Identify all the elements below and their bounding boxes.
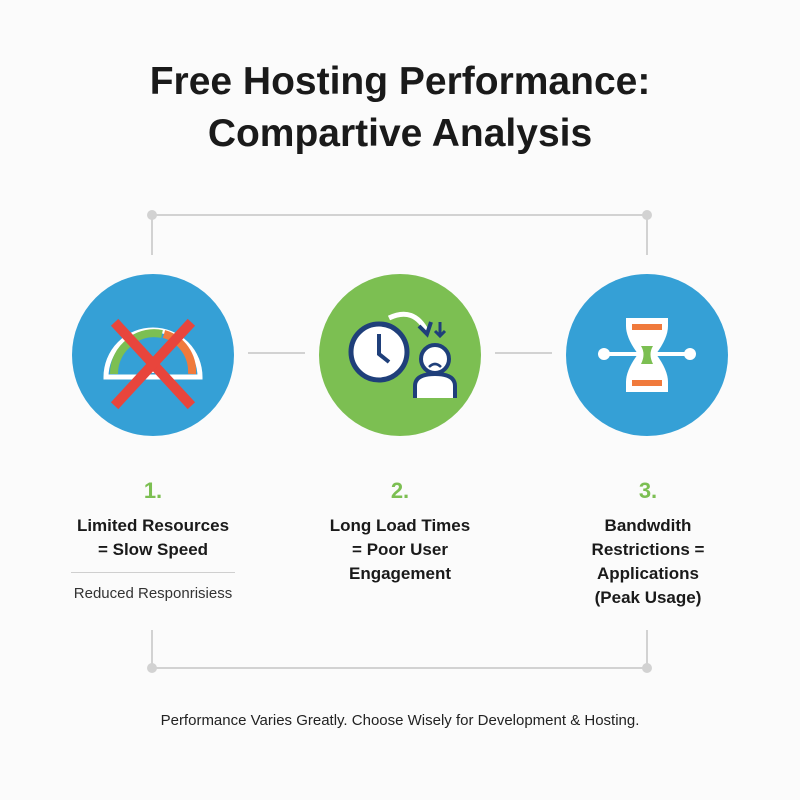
step-1: 1. Limited Resources = Slow Speed Reduce…	[33, 478, 273, 602]
step-heading: Limited Resources = Slow Speed	[33, 514, 273, 562]
heading-line: (Peak Usage)	[594, 588, 702, 607]
clock-sad-user-icon	[348, 311, 457, 398]
top-bracket	[151, 214, 648, 255]
heading-line: Applications	[596, 564, 699, 583]
heading-line: Engagement	[348, 564, 452, 583]
divider	[71, 572, 235, 573]
bracket-dot	[642, 663, 652, 673]
step-2: 2. Long Load Times = Poor User Engagemen…	[280, 478, 520, 586]
bottleneck-hourglass-icon	[598, 318, 696, 392]
step-subtext: Reduced Responrisiess	[73, 585, 233, 602]
heading-line: Long Load Times	[329, 516, 471, 535]
step-number: 3.	[638, 478, 658, 503]
step-3: 3. Bandwdith Restrictions = Applications…	[528, 478, 768, 610]
step-2-circle	[319, 274, 481, 436]
footer-note: Performance Varies Greatly. Choose Wisel…	[160, 712, 640, 729]
bottom-bracket	[151, 630, 648, 669]
step-3-circle	[566, 274, 728, 436]
heading-line: = Slow Speed	[97, 540, 209, 559]
title-line-1: Free Hosting Performance:	[149, 60, 651, 103]
bracket-dot	[642, 210, 652, 220]
step-number: 2.	[390, 478, 410, 503]
step-number: 1.	[143, 478, 163, 503]
bracket-dot	[147, 210, 157, 220]
heading-line: Restrictions =	[591, 540, 705, 559]
crossed-speedometer-icon	[103, 318, 203, 410]
step-1-circle	[72, 274, 234, 436]
heading-line: = Poor User	[352, 540, 448, 559]
step-heading: Bandwdith Restrictions = Applications (P…	[528, 514, 768, 610]
heading-line: Bandwdith	[604, 516, 692, 535]
title-line-2: Compartive Analysis	[207, 112, 593, 155]
page-title: Free Hosting Performance: Compartive Ana…	[0, 56, 800, 160]
bracket-dot	[147, 663, 157, 673]
heading-line: Limited Resources	[76, 516, 230, 535]
step-heading: Long Load Times = Poor User Engagement	[280, 514, 520, 586]
